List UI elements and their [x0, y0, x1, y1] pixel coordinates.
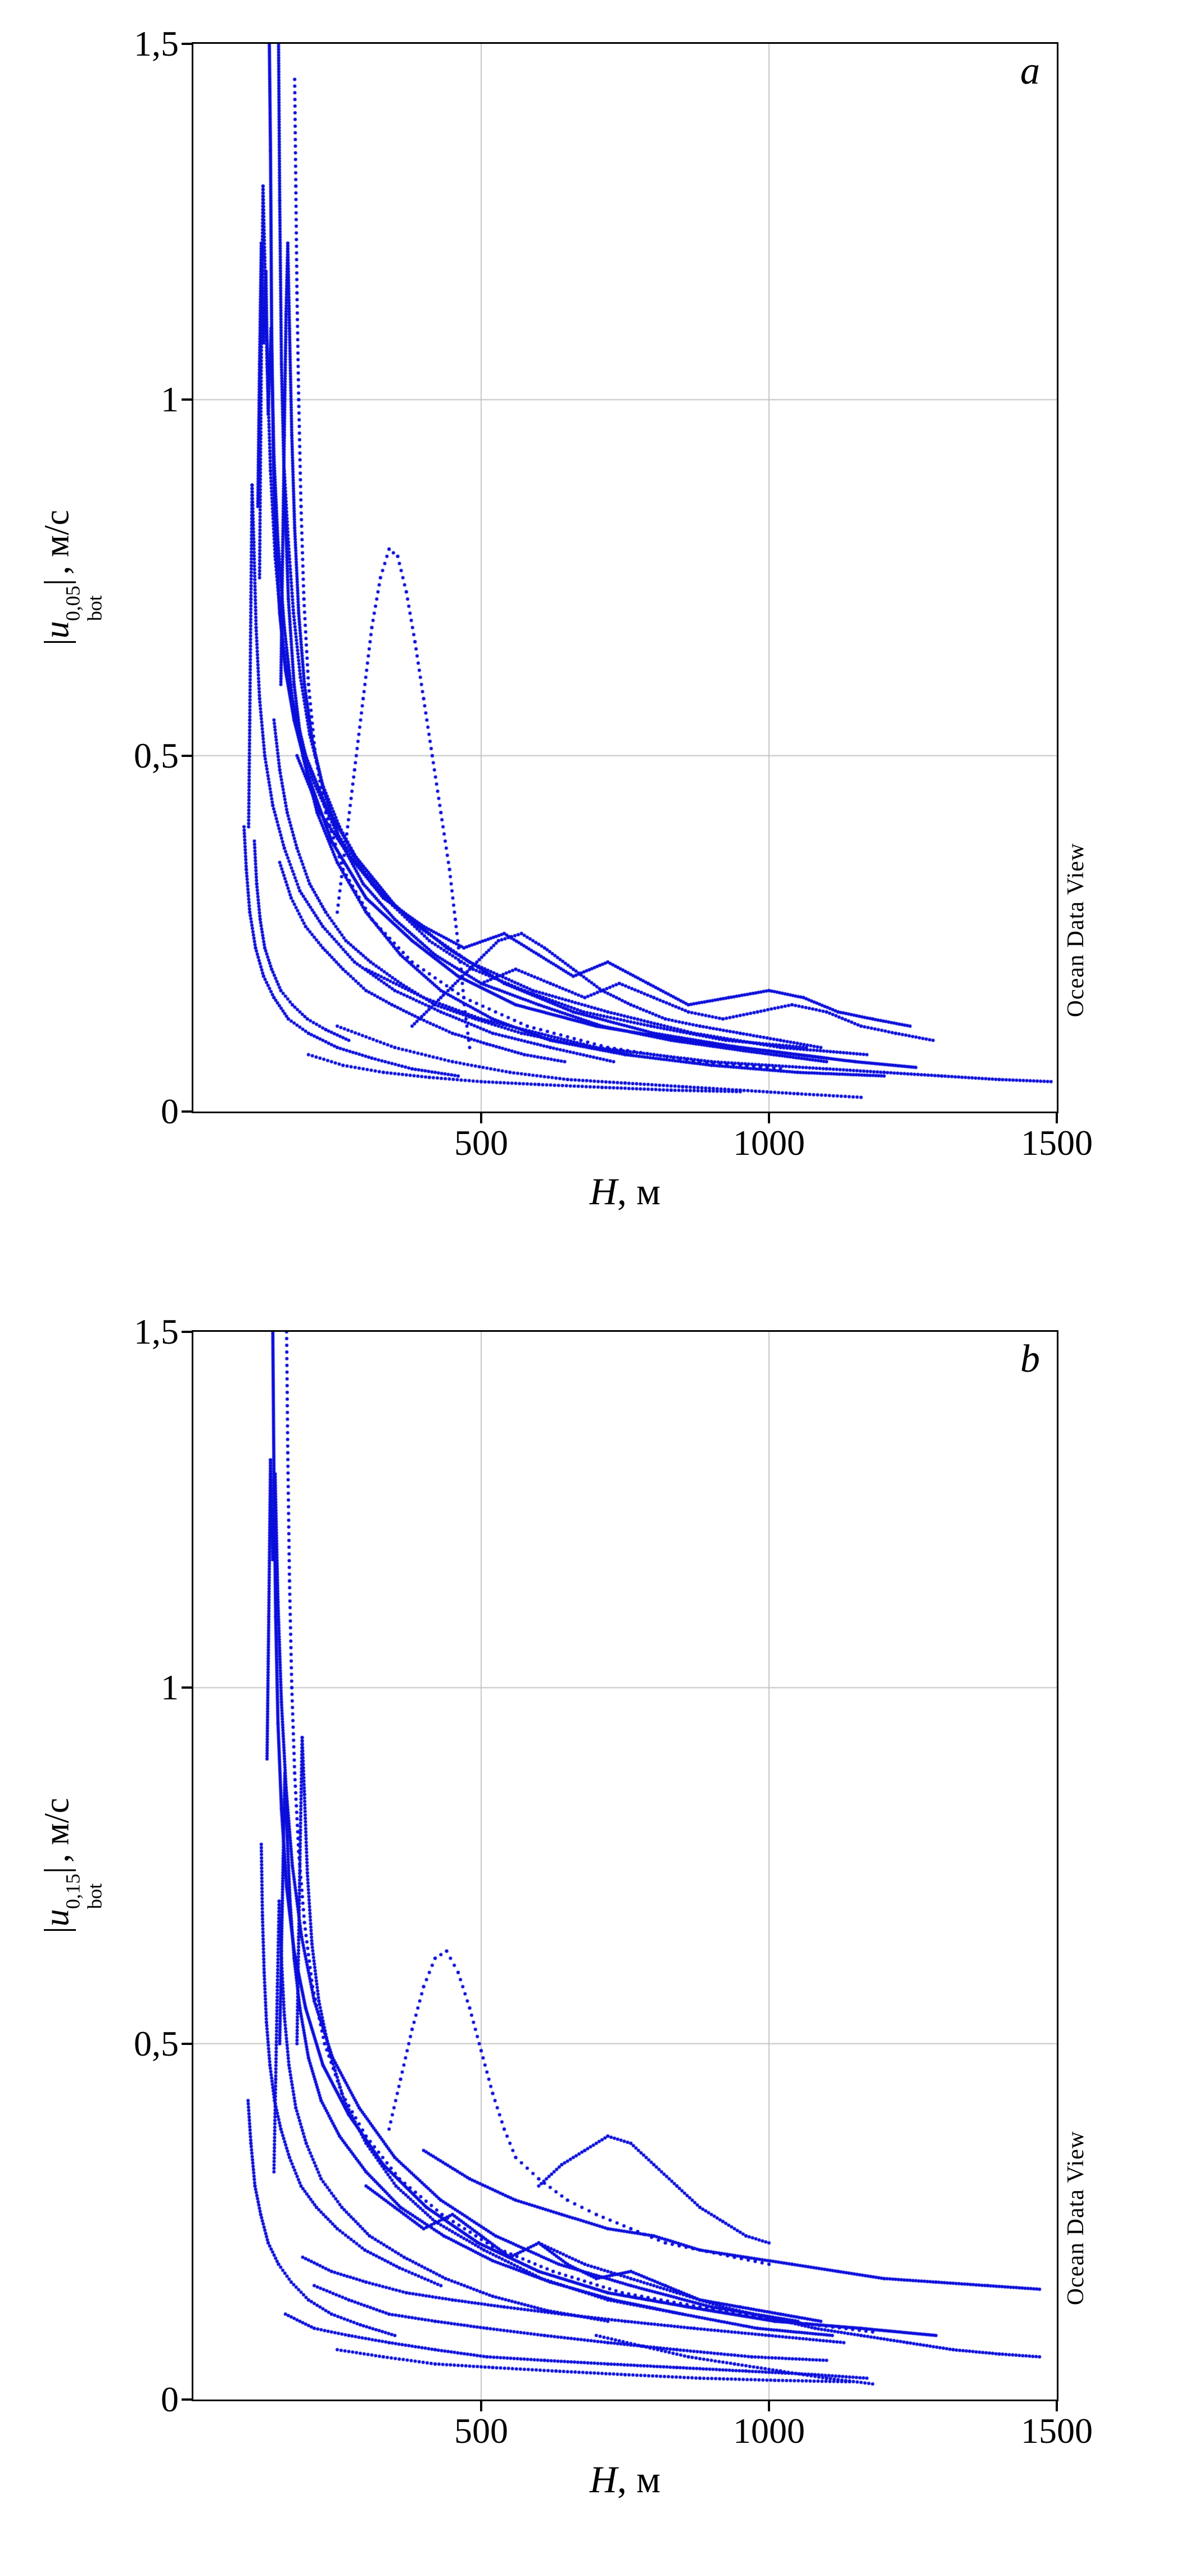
abs-bar: | [38, 1926, 76, 1934]
y-tick-label: 0,5 [134, 735, 179, 775]
chart-panel-b: b 1,5 1 0,5 0 500 1000 1500 |u 0,15 bot |, … [0, 1288, 1199, 2576]
panel-label-b: b [1020, 1337, 1040, 1381]
x-units: , м [617, 1170, 661, 1213]
x-variable: H [589, 2458, 618, 2501]
y-variable-indices: 0,05 bot [61, 586, 106, 622]
odv-watermark: Ocean Data View [1063, 842, 1089, 1018]
panel-label-a: a [1020, 49, 1040, 93]
odv-watermark: Ocean Data View [1063, 2130, 1089, 2306]
x-units: , м [617, 2458, 661, 2501]
scatter-canvas-a [193, 44, 1057, 1112]
x-tick-label: 1000 [733, 1123, 805, 1163]
x-tick-mark [479, 2401, 482, 2411]
y-tick-mark [182, 43, 192, 45]
y-subscript: bot [83, 1883, 106, 1910]
y-axis-label-a: |u 0,05 bot |, м/с [38, 510, 106, 646]
y-tick-label: 0 [161, 1091, 179, 1131]
y-variable: u [38, 1909, 76, 1927]
x-tick-label: 1500 [1021, 1123, 1093, 1163]
y-tick-label: 1 [161, 1667, 179, 1708]
scatter-canvas-b [193, 1332, 1057, 2400]
abs-bar: | [38, 638, 76, 646]
x-tick-label: 1000 [733, 2411, 805, 2451]
y-tick-label: 1,5 [134, 24, 179, 64]
plot-area-b: b 1,5 1 0,5 0 500 1000 1500 |u 0,15 bot |, … [38, 1314, 1093, 2499]
x-axis-label-b: H, м [590, 2460, 660, 2498]
y-axis-label-b: |u 0,15 bot |, м/с [38, 1798, 106, 1934]
y-tick-mark [182, 1686, 192, 1689]
y-subscript: bot [83, 595, 106, 622]
abs-bar: | [38, 1866, 76, 1874]
y-tick-label: 0,5 [134, 2023, 179, 2063]
y-tick-mark [182, 2398, 192, 2401]
y-units: , м/с [38, 510, 76, 575]
x-tick-mark [1056, 2401, 1058, 2411]
chart-panel-a: a 1,5 1 0,5 0 500 1000 1500 |u 0,05 bot |, … [38, 26, 1093, 1211]
x-tick-label: 1500 [1021, 2411, 1093, 2451]
y-tick-label: 1,5 [134, 1312, 179, 1352]
x-axis-label-a: H, м [590, 1172, 660, 1210]
y-tick-mark [182, 754, 192, 757]
y-tick-mark [182, 2042, 192, 2045]
y-tick-label: 1 [161, 379, 179, 420]
y-tick-mark [182, 1331, 192, 1333]
y-variable: u [38, 621, 76, 639]
plot-area-a: a 1,5 1 0,5 0 500 1000 1500 |u 0,05 bot |, … [38, 26, 1093, 1211]
x-tick-label: 500 [454, 1123, 508, 1163]
y-tick-mark [182, 1110, 192, 1113]
y-superscript: 0,15 [61, 1874, 84, 1910]
y-superscript: 0,05 [61, 586, 84, 622]
y-tick-mark [182, 398, 192, 401]
x-tick-mark [1056, 1113, 1058, 1123]
y-tick-label: 0 [161, 2379, 179, 2419]
x-tick-mark [479, 1113, 482, 1123]
x-tick-label: 500 [454, 2411, 508, 2451]
abs-bar: | [38, 578, 76, 586]
x-variable: H [589, 1170, 618, 1213]
y-units: , м/с [38, 1798, 76, 1863]
x-tick-mark [768, 2401, 770, 2411]
x-tick-mark [768, 1113, 770, 1123]
y-variable-indices: 0,15 bot [61, 1874, 106, 1910]
